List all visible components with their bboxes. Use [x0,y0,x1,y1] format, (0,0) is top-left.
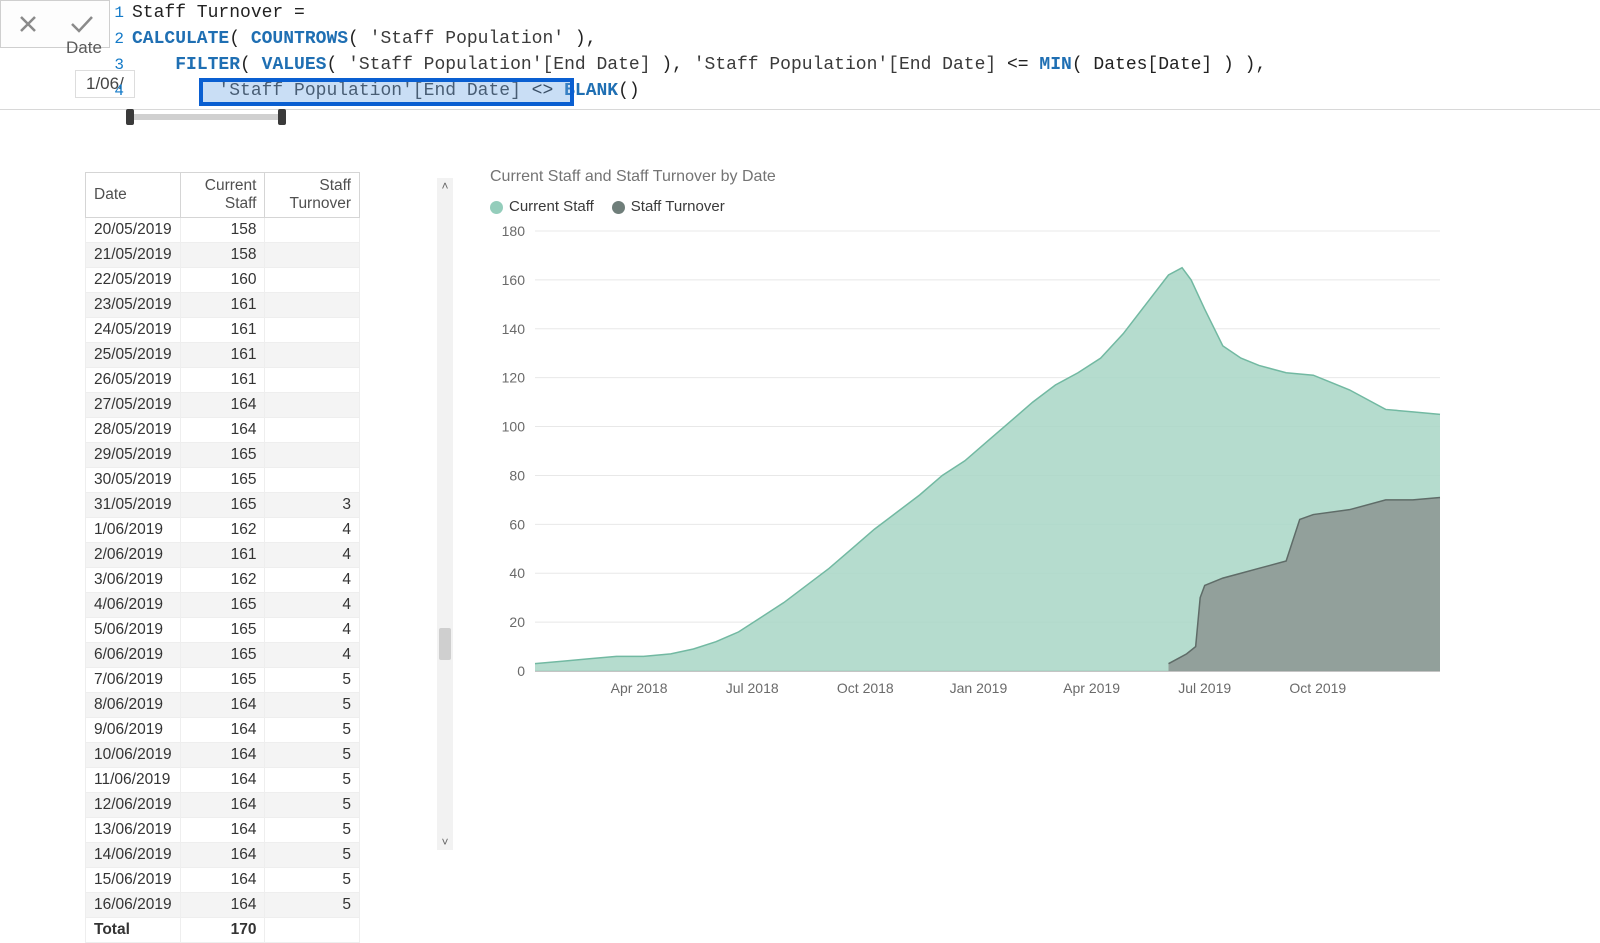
table-row[interactable]: 2/06/20191614 [86,543,360,568]
table-row[interactable]: 28/05/2019164 [86,418,360,443]
slider-thumb-start[interactable] [126,109,134,125]
slicer-label-behind: Date [66,38,102,58]
svg-text:140: 140 [502,321,526,337]
chart-plot[interactable]: 0 20 40 60 80 100 120 140 160 180 Apr 2018 Jul 2018… [490,221,1470,711]
svg-text:80: 80 [509,467,525,483]
svg-text:120: 120 [502,370,526,386]
check-icon [69,13,95,35]
table-row[interactable]: 6/06/20191654 [86,643,360,668]
table-row[interactable]: 24/05/2019161 [86,318,360,343]
table-row[interactable]: 13/06/20191645 [86,818,360,843]
scroll-up-icon[interactable]: ˄ [437,178,453,194]
dax-editor[interactable]: 1 Staff Turnover = 2 CALCULATE( COUNTROW… [110,0,1600,104]
area-chart[interactable]: Current Staff and Staff Turnover by Date… [490,168,1470,728]
data-table: DateCurrent StaffStaff Turnover 20/05/20… [85,172,360,943]
legend-swatch-icon [490,201,503,214]
table-row[interactable]: 4/06/20191654 [86,593,360,618]
table-row[interactable]: 29/05/2019165 [86,443,360,468]
scrollbar-thumb[interactable] [439,628,451,660]
table-row[interactable]: 23/05/2019161 [86,293,360,318]
code-token: CALCULATE [132,29,229,49]
legend-swatch-icon [612,201,625,214]
table-row[interactable]: 11/06/20191645 [86,768,360,793]
table-row[interactable]: 5/06/20191654 [86,618,360,643]
svg-text:Apr 2018: Apr 2018 [611,680,668,696]
legend-item[interactable]: Current Staff [490,198,594,215]
line-number: 2 [110,26,132,52]
svg-text:60: 60 [509,516,525,532]
code-token: Staff Turnover = [132,3,305,23]
table-row[interactable]: 21/05/2019158 [86,243,360,268]
total-label: Total [86,918,181,943]
svg-text:Jul 2018: Jul 2018 [726,680,779,696]
table-row[interactable]: 27/05/2019164 [86,393,360,418]
table-row[interactable]: 1/06/20191624 [86,518,360,543]
column-header[interactable]: Current Staff [180,173,265,218]
svg-text:Jul 2019: Jul 2019 [1178,680,1231,696]
table-row[interactable]: 8/06/20191645 [86,693,360,718]
table-row[interactable]: 7/06/20191655 [86,668,360,693]
chart-title: Current Staff and Staff Turnover by Date [490,168,1470,186]
svg-text:160: 160 [502,272,526,288]
cancel-button[interactable] [14,10,42,38]
formula-bar: Date 1/06/ 1 Staff Turnover = 2 CALCULAT… [0,0,1600,110]
chart-legend: Current Staff Staff Turnover [490,198,1470,215]
table-row[interactable]: 3/06/20191624 [86,568,360,593]
legend-item[interactable]: Staff Turnover [612,198,725,215]
table-row[interactable]: 16/06/20191645 [86,893,360,918]
table-row[interactable]: 26/05/2019161 [86,368,360,393]
svg-text:40: 40 [509,565,525,581]
svg-text:180: 180 [502,223,526,239]
table-row[interactable]: 10/06/20191645 [86,743,360,768]
line-number: 1 [110,0,132,26]
table-row[interactable]: 12/06/20191645 [86,793,360,818]
line-number: 3 [110,52,132,78]
confirm-button[interactable] [68,10,96,38]
table-row[interactable]: 31/05/20191653 [86,493,360,518]
table-row[interactable]: 30/05/2019165 [86,468,360,493]
column-header[interactable]: Date [86,173,181,218]
slider-thumb-end[interactable] [278,109,286,125]
svg-text:Oct 2018: Oct 2018 [837,680,894,696]
table-row[interactable]: 25/05/2019161 [86,343,360,368]
table-row[interactable]: 20/05/2019158 [86,218,360,243]
close-icon [17,13,39,35]
svg-text:0: 0 [517,663,525,679]
svg-text:100: 100 [502,419,526,435]
svg-text:20: 20 [509,614,525,630]
total-value: 170 [180,918,265,943]
table-scrollbar[interactable]: ˄ ˅ [437,178,453,850]
table-row[interactable]: 15/06/20191645 [86,868,360,893]
svg-text:Apr 2019: Apr 2019 [1063,680,1120,696]
scroll-down-icon[interactable]: ˅ [437,834,453,850]
column-header[interactable]: Staff Turnover [265,173,360,218]
line-number: 4 [110,78,132,104]
svg-text:Oct 2019: Oct 2019 [1289,680,1346,696]
svg-text:Jan 2019: Jan 2019 [950,680,1008,696]
table-row[interactable]: 22/05/2019160 [86,268,360,293]
date-slider[interactable] [128,114,284,120]
table-row[interactable]: 14/06/20191645 [86,843,360,868]
table-row[interactable]: 9/06/20191645 [86,718,360,743]
